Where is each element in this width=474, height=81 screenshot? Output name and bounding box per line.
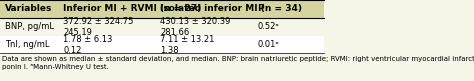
Bar xyxy=(0,53,324,81)
Bar xyxy=(0,18,324,36)
Bar xyxy=(0,0,324,18)
Bar xyxy=(0,36,324,53)
Text: BNP, pg/mL: BNP, pg/mL xyxy=(5,22,54,31)
Text: 7.11 ± 13.21
1.38: 7.11 ± 13.21 1.38 xyxy=(160,35,215,55)
Text: TnI, ng/mL: TnI, ng/mL xyxy=(5,40,49,49)
Text: 1.78 ± 6.13
0.12: 1.78 ± 6.13 0.12 xyxy=(63,35,112,55)
Text: 0.01ᵃ: 0.01ᵃ xyxy=(257,40,279,49)
Text: 430.13 ± 320.39
281.66: 430.13 ± 320.39 281.66 xyxy=(160,17,230,37)
Text: Isolated inferior MI (n = 34): Isolated inferior MI (n = 34) xyxy=(160,4,302,13)
Text: Variables: Variables xyxy=(5,4,52,13)
Text: Data are shown as median ± standard deviation, and median. BNP: brain natriureti: Data are shown as median ± standard devi… xyxy=(1,56,474,70)
Text: 372.92 ± 324.75
245.19: 372.92 ± 324.75 245.19 xyxy=(63,17,134,37)
Text: 0.52ᵃ: 0.52ᵃ xyxy=(257,22,279,31)
Text: Inferior MI + RVMI (n = 27): Inferior MI + RVMI (n = 27) xyxy=(63,4,201,13)
Text: P: P xyxy=(257,4,264,13)
